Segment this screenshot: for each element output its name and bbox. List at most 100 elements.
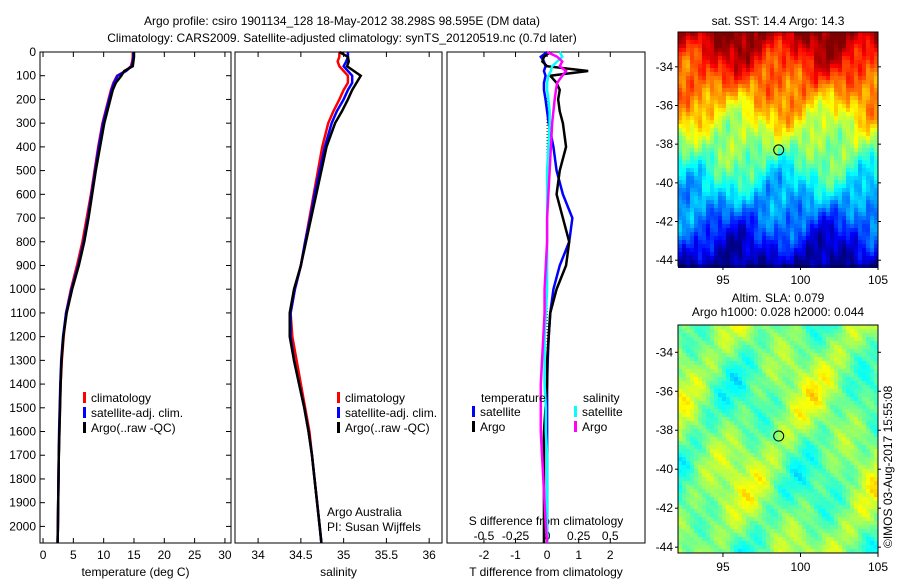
panel-temperature: 0 5 10 15 20 25 300100200300400500600700800900…: [9, 45, 232, 579]
series-satellite-adj-clim-: [289, 52, 354, 544]
x-tick-label: 1: [575, 548, 582, 562]
panel2-note-org: Argo Australia: [327, 505, 402, 519]
argo-position-marker: [773, 430, 785, 442]
x-tick-label: -1: [510, 548, 521, 562]
legend-label: satellite: [582, 405, 623, 419]
lat-tick-label: -36: [656, 384, 674, 398]
legend-swatch: [337, 392, 340, 403]
x-tick-label: 0: [544, 548, 551, 562]
lat-tick-label: -40: [656, 176, 674, 190]
y-tick-label: 1700: [9, 448, 36, 462]
y-tick-label: 600: [16, 187, 36, 201]
legend-label: Argo: [582, 420, 608, 434]
y-tick-label: 300: [16, 116, 36, 130]
lon-tick-label: 100: [790, 560, 810, 574]
legend-swatch: [337, 407, 340, 418]
legend-swatch: [574, 421, 577, 432]
y-tick-label: 0: [29, 45, 36, 59]
legend-label: satellite-adj. clim.: [91, 406, 183, 420]
y-tick-label: 900: [16, 258, 36, 272]
s-tick-label: 0.25: [567, 529, 591, 543]
series-argo-salinity: [539, 50, 568, 544]
x-tick-label: 34.5: [289, 548, 313, 562]
map-frame: [677, 324, 879, 554]
imos-credit: ©IMOS 03-Aug-2017 15:55:08: [881, 385, 895, 548]
lon-tick-label: 100: [790, 273, 810, 287]
x-tick-label: 36: [422, 548, 436, 562]
x-tick-label: 20: [158, 548, 172, 562]
legend-swatch: [574, 406, 577, 417]
legend-label: satellite: [480, 405, 521, 419]
y-tick-label: 800: [16, 235, 36, 249]
legend-label: Argo(..raw -QC): [91, 421, 176, 435]
legend-swatch: [337, 422, 340, 433]
legend-label: climatology: [345, 391, 405, 405]
figure-title-line2: Climatology: CARS2009. Satellite-adjuste…: [107, 31, 577, 45]
y-tick-label: 1100: [10, 306, 36, 320]
lon-tick-label: 105: [868, 273, 888, 287]
lat-tick-label: -44: [656, 540, 674, 554]
y-tick-label: 200: [16, 92, 36, 106]
figure-title-line1: Argo profile: csiro 1901134_128 18-May-2…: [144, 14, 540, 28]
lat-tick-label: -42: [656, 501, 674, 515]
map-field: [678, 325, 878, 553]
y-tick-label: 1300: [9, 353, 36, 367]
x-tick-label: 0: [40, 548, 47, 562]
y-tick-label: 700: [16, 211, 36, 225]
legend-label: satellite-adj. clim.: [345, 406, 437, 420]
map-frame: [677, 31, 879, 267]
legend-swatch: [83, 422, 86, 433]
series-climatology: [289, 52, 350, 544]
lat-tick-label: -38: [656, 137, 674, 151]
x-axis-label: temperature (deg C): [81, 565, 189, 579]
legend-title: salinity: [583, 391, 620, 405]
lon-tick-label: 95: [716, 273, 730, 287]
legend-label: Argo(..raw -QC): [345, 421, 430, 435]
x-tick-label: 10: [97, 548, 111, 562]
panel-salinity: 34 34.5 35 35.5 36 salinity climatologysatelli…: [234, 50, 443, 579]
map-title: sat. SST: 14.4 Argo: 14.3: [712, 14, 845, 28]
lat-tick-label: -44: [656, 253, 674, 267]
map-title: Altim. SLA: 0.079: [732, 291, 825, 305]
lat-tick-label: -34: [656, 60, 674, 74]
lat-tick-label: -40: [656, 462, 674, 476]
x-tick-label: -2: [479, 548, 490, 562]
legend-swatch: [472, 421, 475, 432]
y-tick-label: 1900: [9, 496, 36, 510]
y-tick-label: 100: [16, 69, 36, 83]
y-tick-label: 1600: [9, 425, 36, 439]
x-tick-label: 2: [607, 548, 614, 562]
y-tick-label: 2000: [9, 519, 36, 533]
map-field: [678, 32, 878, 268]
lat-tick-label: -38: [656, 423, 674, 437]
lon-tick-label: 95: [716, 560, 730, 574]
x-tick-label: 35: [337, 548, 351, 562]
legend-swatch: [83, 407, 86, 418]
y-tick-label: 500: [16, 164, 36, 178]
y-tick-label: 1000: [9, 282, 36, 296]
map-subtitle: Argo h1000: 0.028 h2000: 0.044: [692, 305, 864, 319]
x-tick-label: 15: [127, 548, 141, 562]
x-tick-label: 5: [70, 548, 77, 562]
s-tick-label: -0.5: [474, 529, 495, 543]
map-sla-map: 95 100 105 -34 -36 -38 -40 -42 -44 Altim. SLA: 0.…: [656, 291, 889, 574]
argo-position-marker: [773, 144, 785, 156]
x-tick-label: 30: [218, 548, 232, 562]
y-tick-label: 1400: [9, 377, 36, 391]
plot-frame: [234, 51, 443, 544]
x-tick-label: 25: [188, 548, 202, 562]
lat-tick-label: -34: [656, 345, 674, 359]
x-axis-label: T difference from climatology: [469, 565, 623, 579]
x-axis-label: salinity: [320, 565, 357, 579]
panel2-note-pi: PI: Susan Wijffels: [327, 520, 421, 534]
legend-swatch: [472, 406, 475, 417]
legend-label: climatology: [91, 391, 151, 405]
plot-frame: [39, 51, 232, 544]
x-tick-label: 34: [251, 548, 265, 562]
map-sst-map: 95 100 105 -34 -36 -38 -40 -42 -44 sat. SST: 14.4…: [656, 14, 889, 287]
x-tick-label: 35.5: [375, 548, 399, 562]
legend-label: Argo: [480, 420, 506, 434]
y-tick-label: 1500: [9, 401, 36, 415]
